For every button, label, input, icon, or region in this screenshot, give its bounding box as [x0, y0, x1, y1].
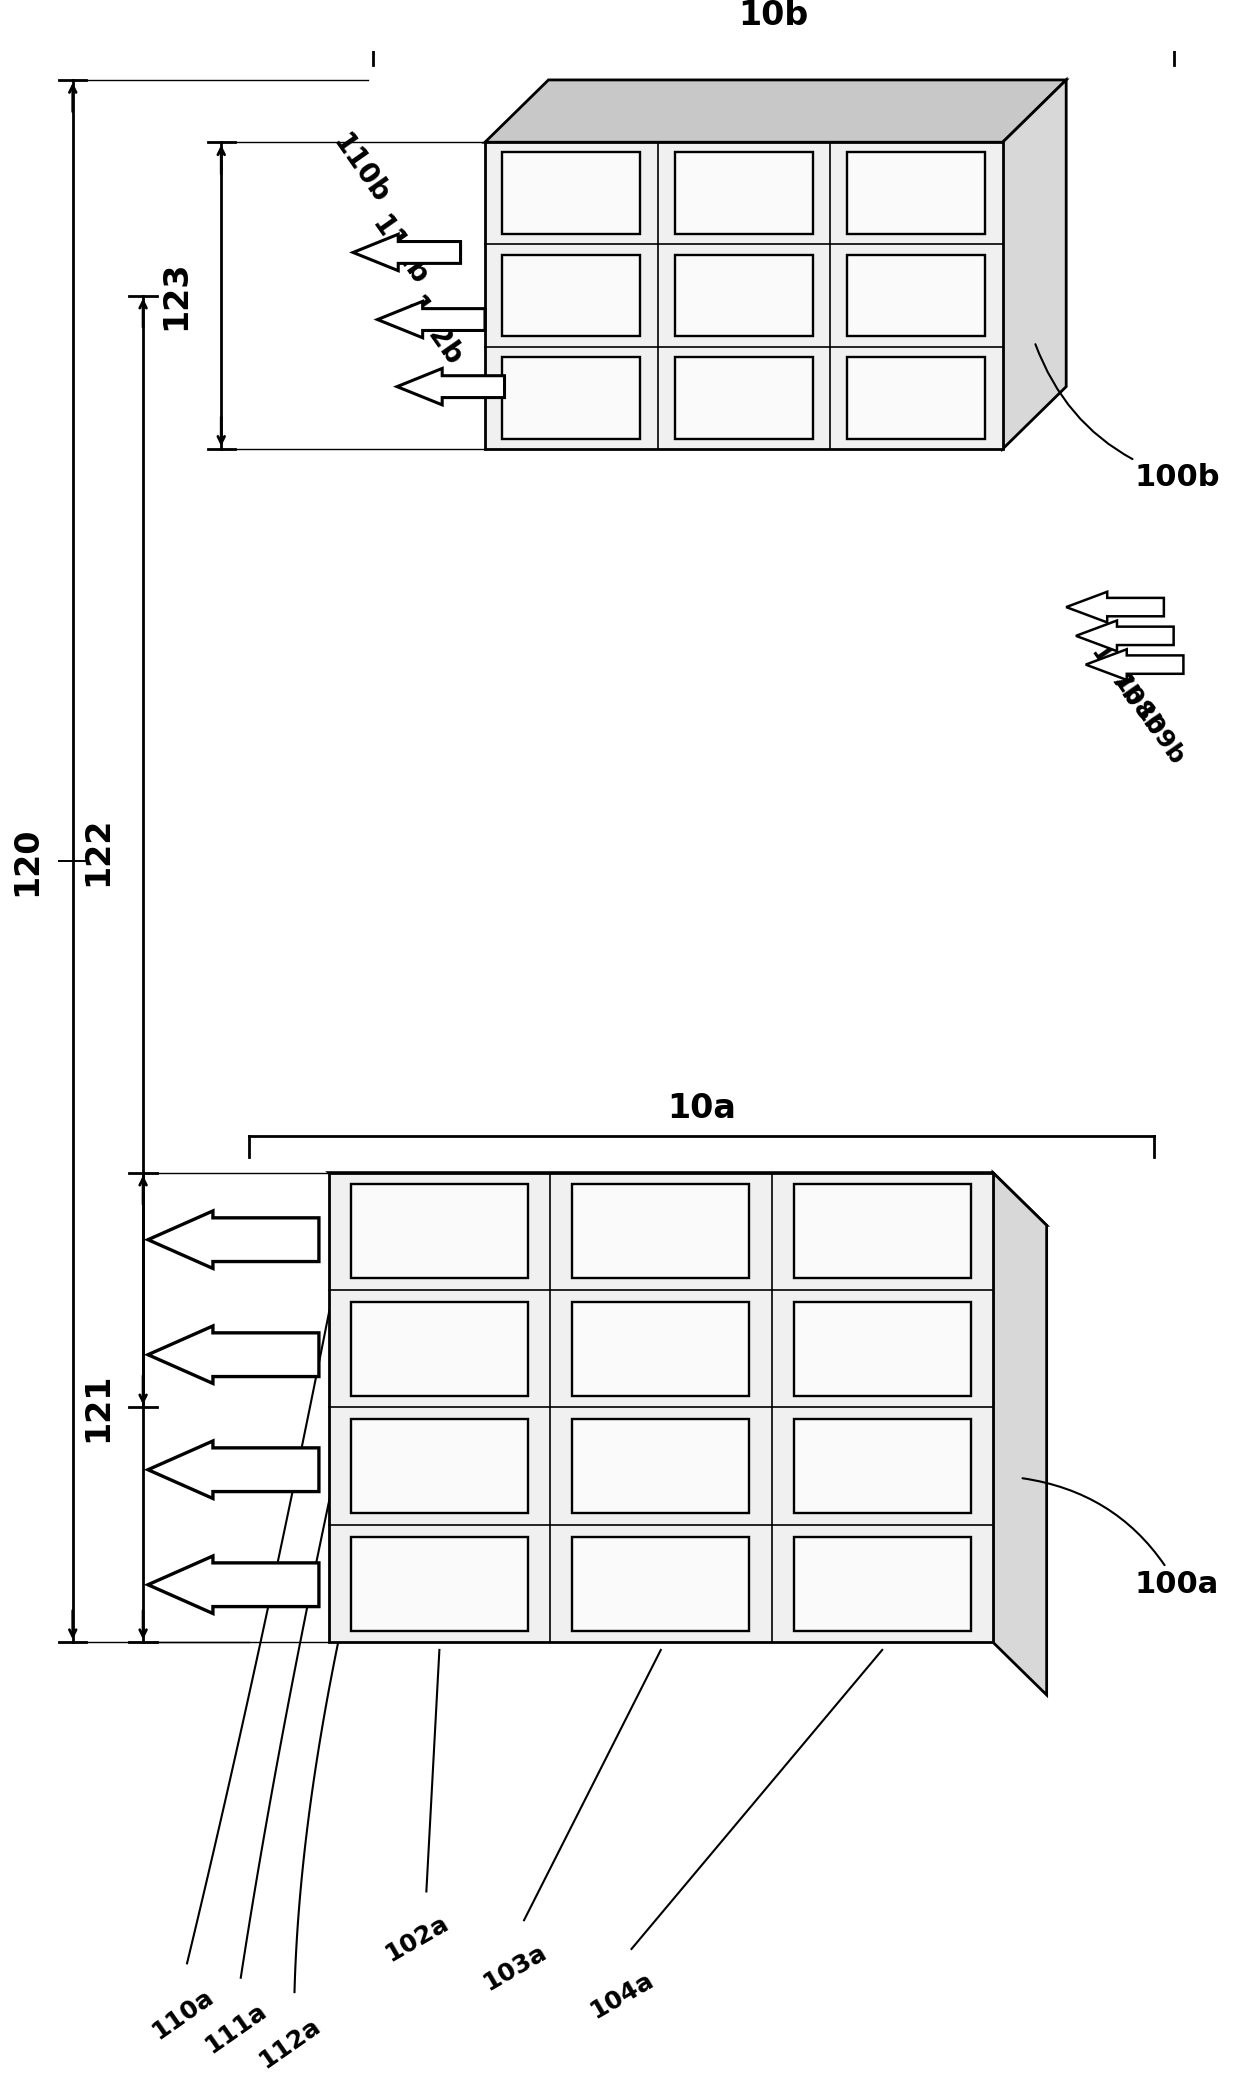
Polygon shape	[1076, 620, 1173, 652]
Bar	[675, 356, 813, 439]
Polygon shape	[148, 1212, 319, 1268]
Polygon shape	[329, 1172, 993, 1643]
Bar	[847, 254, 986, 337]
Text: 10a: 10a	[667, 1091, 735, 1124]
Text: 110a: 110a	[146, 1984, 217, 2045]
Polygon shape	[1003, 79, 1066, 450]
Bar	[572, 1301, 749, 1395]
Bar	[794, 1420, 971, 1514]
Bar	[351, 1301, 528, 1395]
Bar	[794, 1185, 971, 1278]
Bar	[794, 1537, 971, 1630]
Text: 100b: 100b	[1035, 344, 1220, 491]
Text: 123: 123	[159, 260, 192, 331]
Bar	[675, 254, 813, 337]
Bar	[847, 356, 986, 439]
Bar	[572, 1185, 749, 1278]
Polygon shape	[329, 1172, 1047, 1226]
Bar	[572, 1537, 749, 1630]
Text: 100a: 100a	[1023, 1478, 1219, 1599]
Text: 112a: 112a	[254, 2013, 325, 2072]
Polygon shape	[397, 369, 505, 404]
Polygon shape	[1086, 650, 1183, 681]
Polygon shape	[485, 142, 1003, 450]
Polygon shape	[148, 1326, 319, 1382]
Polygon shape	[148, 1555, 319, 1614]
Polygon shape	[148, 1441, 319, 1499]
Text: 10b: 10b	[738, 0, 808, 31]
Bar	[502, 254, 640, 337]
Polygon shape	[377, 302, 485, 337]
Polygon shape	[353, 235, 460, 271]
Text: 112b: 112b	[401, 291, 467, 373]
Text: 107b: 107b	[1085, 641, 1145, 712]
Text: 111a: 111a	[201, 1999, 272, 2059]
Text: 109b: 109b	[1128, 700, 1188, 770]
Text: 103a: 103a	[479, 1938, 551, 1995]
Text: 120: 120	[10, 827, 43, 895]
Bar	[351, 1420, 528, 1514]
Bar	[847, 152, 986, 235]
Bar	[675, 152, 813, 235]
Bar	[351, 1537, 528, 1630]
Polygon shape	[1066, 591, 1164, 623]
Polygon shape	[993, 1172, 1047, 1695]
Text: 102a: 102a	[381, 1911, 453, 1965]
Text: 104a: 104a	[585, 1967, 657, 2024]
Text: 110b: 110b	[327, 129, 394, 210]
Bar	[351, 1185, 528, 1278]
Bar	[572, 1420, 749, 1514]
Text: 111b: 111b	[366, 210, 434, 291]
Bar	[794, 1301, 971, 1395]
Bar	[502, 356, 640, 439]
Text: 108b: 108b	[1106, 670, 1167, 741]
Polygon shape	[485, 79, 1066, 142]
Bar	[502, 152, 640, 235]
Text: 121: 121	[81, 1372, 114, 1443]
Text: 122: 122	[81, 816, 114, 887]
